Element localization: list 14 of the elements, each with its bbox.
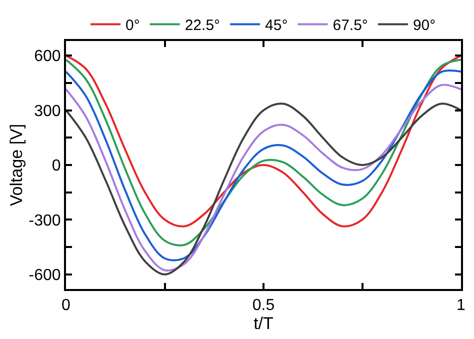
y-tick-label: -300: [28, 212, 61, 230]
y-tick-label: 600: [34, 48, 61, 66]
legend-label: 67.5°: [332, 17, 368, 34]
y-tick-label: 300: [34, 102, 61, 120]
x-tick-label: 1: [456, 297, 466, 314]
legend-label: 22.5°: [184, 17, 220, 34]
y-tick-label: 0: [52, 158, 61, 175]
legend-label: 45°: [265, 17, 288, 34]
x-tick-label: 0.5: [252, 297, 275, 314]
y-tick-label: -600: [28, 267, 61, 284]
x-axis-title: t/T: [254, 314, 274, 334]
legend-label: 0°: [126, 17, 140, 34]
legend-label: 90°: [412, 17, 436, 34]
y-axis-title: Voltage [V]: [6, 124, 26, 206]
